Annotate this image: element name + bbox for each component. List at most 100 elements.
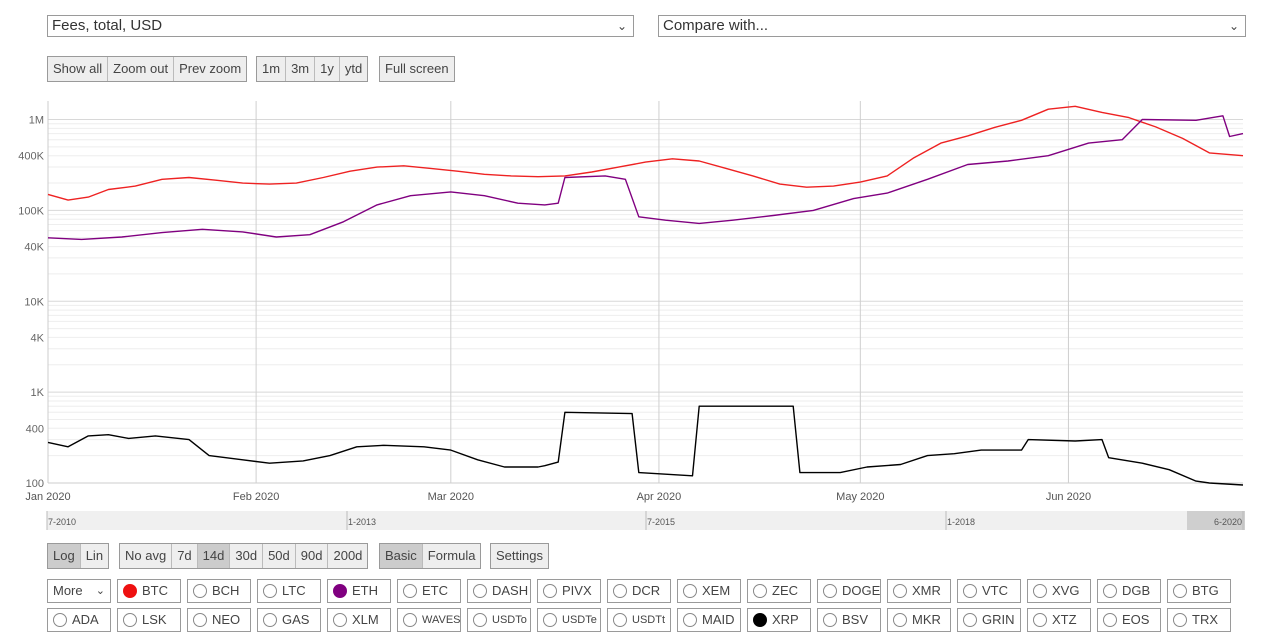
coin-toggle-ada[interactable]: ADA — [47, 608, 111, 632]
settings-button[interactable]: Settings — [496, 548, 543, 563]
coin-radio-icon — [823, 584, 837, 598]
y-tick-label: 1M — [29, 115, 44, 127]
mode-basic-button[interactable]: Basic — [380, 544, 423, 568]
coin-label: DOGE — [842, 583, 881, 598]
coin-toggle-dgb[interactable]: DGB — [1097, 579, 1161, 603]
lin-scale-button[interactable]: Lin — [85, 548, 104, 563]
coin-toggle-vtc[interactable]: VTC — [957, 579, 1021, 603]
coin-radio-icon — [123, 584, 137, 598]
coin-toggle-zec[interactable]: ZEC — [747, 579, 811, 603]
log-scale-button[interactable]: Log — [48, 544, 81, 568]
coin-label: XVG — [1052, 583, 1080, 598]
coin-radio-icon — [123, 613, 137, 627]
coin-toggle-xlm[interactable]: XLM — [327, 608, 391, 632]
coin-toggle-maid[interactable]: MAID — [677, 608, 741, 632]
navigator-selection — [1187, 511, 1245, 530]
coin-label: ADA — [72, 612, 99, 627]
coin-toggle-bch[interactable]: BCH — [187, 579, 251, 603]
chevron-down-icon: ⌄ — [1228, 19, 1239, 33]
coin-toggle-btg[interactable]: BTG — [1167, 579, 1231, 603]
coin-toggle-xrp[interactable]: XRP — [747, 608, 811, 632]
coin-toggle-etc[interactable]: ETC — [397, 579, 461, 603]
coin-toggle-eth[interactable]: ETH — [327, 579, 391, 603]
coin-label: TRX — [1192, 612, 1218, 627]
coin-label: ETH — [352, 583, 378, 598]
avg-no-avg-button[interactable]: No avg — [120, 544, 173, 568]
coin-toggle-trx[interactable]: TRX — [1167, 608, 1231, 632]
avg-button-group: No avg 7d 14d 30d 50d 90d 200d — [119, 543, 369, 569]
fees-chart[interactable]: 1M 400K 100K 40K 10K 4K 1K 400 100 Jan 2020 Feb 2… — [0, 0, 1280, 540]
coin-radio-icon — [963, 613, 977, 627]
chart-series — [47, 105, 1244, 486]
coin-toggle-usdte[interactable]: USDTe — [537, 608, 601, 632]
y-tick-label: 4K — [31, 332, 45, 344]
show-all-button[interactable]: Show all — [48, 57, 109, 81]
compare-select-value: Compare with... — [663, 17, 769, 34]
coin-label: ETC — [422, 583, 448, 598]
coin-radio-icon — [333, 613, 347, 627]
coin-toggle-doge[interactable]: DOGE — [817, 579, 881, 603]
coin-toggle-usdtt[interactable]: USDTt — [607, 608, 671, 632]
coin-label: BSV — [842, 612, 869, 627]
y-tick-label: 1K — [31, 387, 45, 399]
coin-radio-icon — [753, 613, 767, 627]
coin-toggle-waves[interactable]: WAVES — [397, 608, 461, 632]
coin-toggle-gas[interactable]: GAS — [257, 608, 321, 632]
coin-toggle-xtz[interactable]: XTZ — [1027, 608, 1091, 632]
y-tick-label: 100 — [26, 478, 44, 490]
avg-30d-button[interactable]: 30d — [230, 544, 264, 568]
mode-formula-button[interactable]: Formula — [427, 548, 476, 563]
coin-radio-icon — [543, 584, 557, 598]
coin-toggle-mkr[interactable]: MKR — [887, 608, 951, 632]
more-select-value: More — [53, 583, 83, 598]
avg-14d-button[interactable]: 14d — [197, 544, 231, 568]
coin-toggle-bsv[interactable]: BSV — [817, 608, 881, 632]
navigator-label: 1-2013 — [348, 517, 376, 527]
coin-toggle-xem[interactable]: XEM — [677, 579, 741, 603]
coin-toggle-eos[interactable]: EOS — [1097, 608, 1161, 632]
navigator-label: 7-2010 — [48, 517, 76, 527]
time-navigator[interactable]: 7-2010 1-2013 7-2015 1-2018 6-2020 — [46, 511, 1245, 530]
coin-radio-icon — [193, 584, 207, 598]
coin-radio-icon — [613, 613, 627, 627]
avg-50d-button[interactable]: 50d — [263, 544, 296, 568]
avg-7d-button[interactable]: 7d — [172, 544, 198, 568]
zoom-out-button[interactable]: Zoom out — [108, 57, 175, 81]
avg-200d-button[interactable]: 200d — [333, 548, 363, 563]
coin-label: BTC — [142, 583, 168, 598]
coin-toggle-neo[interactable]: NEO — [187, 608, 251, 632]
coin-toggle-pivx[interactable]: PIVX — [537, 579, 601, 603]
x-tick-label: Apr 2020 — [637, 491, 682, 503]
fullscreen-button[interactable]: Full screen — [385, 61, 449, 76]
coin-toggle-ltc[interactable]: LTC — [257, 579, 321, 603]
coin-radio-icon — [613, 584, 627, 598]
metric-select[interactable]: Fees, total, USD ⌄ — [47, 15, 634, 37]
coin-radio-icon — [893, 613, 907, 627]
coin-toggle-btc[interactable]: BTC — [117, 579, 181, 603]
series-line-btc — [47, 105, 1244, 201]
coin-toggle-grin[interactable]: GRIN — [957, 608, 1021, 632]
x-tick-label: Jan 2020 — [25, 491, 70, 503]
coin-label: EOS — [1122, 612, 1150, 627]
range-3m-button[interactable]: 3m — [286, 57, 316, 81]
range-1y-button[interactable]: 1y — [315, 57, 340, 81]
coin-radio-icon — [683, 613, 697, 627]
range-1m-button[interactable]: 1m — [257, 57, 287, 81]
avg-90d-button[interactable]: 90d — [296, 544, 329, 568]
coin-toggle-dash[interactable]: DASH — [467, 579, 531, 603]
navigator-label: 7-2015 — [647, 517, 675, 527]
coin-toggle-lsk[interactable]: LSK — [117, 608, 181, 632]
more-select[interactable]: More ⌄ — [47, 579, 111, 603]
range-ytd-button[interactable]: ytd — [344, 61, 363, 76]
coin-toggle-usdto[interactable]: USDTo — [467, 608, 531, 632]
coin-radio-icon — [263, 613, 277, 627]
coin-label: XLM — [352, 612, 379, 627]
coin-toggle-xvg[interactable]: XVG — [1027, 579, 1091, 603]
prev-zoom-button[interactable]: Prev zoom — [179, 61, 242, 76]
settings-group: Settings — [490, 543, 549, 569]
chevron-down-icon: ⌄ — [616, 19, 627, 33]
coin-toggle-xmr[interactable]: XMR — [887, 579, 951, 603]
coin-toggle-dcr[interactable]: DCR — [607, 579, 671, 603]
compare-select[interactable]: Compare with... ⌄ — [658, 15, 1246, 37]
x-tick-label: Mar 2020 — [428, 491, 474, 503]
